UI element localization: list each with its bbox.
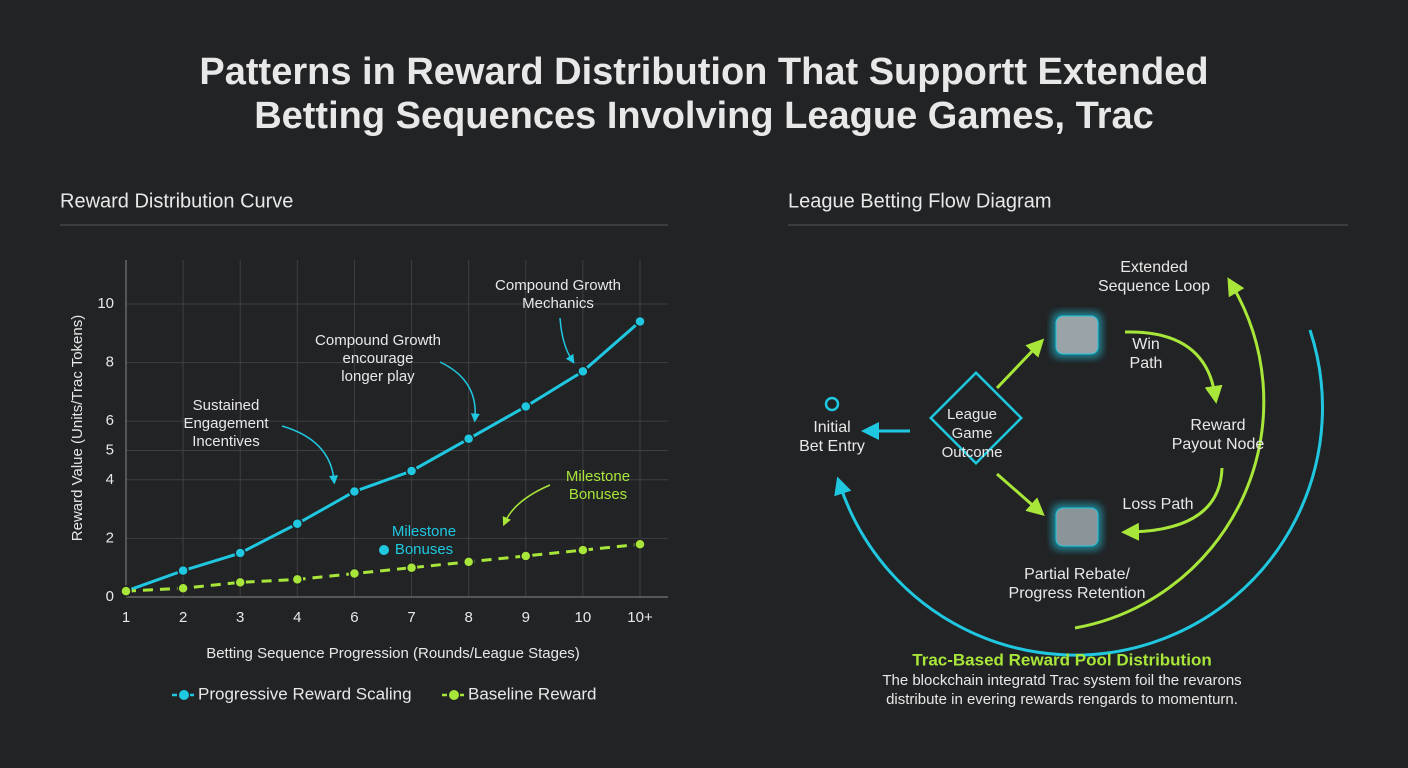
arrow	[995, 338, 1045, 390]
annotation: Incentives	[192, 433, 260, 450]
data-point	[634, 315, 646, 328]
data-point	[234, 547, 246, 559]
x-tick-label: 8	[464, 609, 472, 626]
node-label: Outcome	[942, 444, 1003, 461]
arrow	[1121, 467, 1224, 541]
data-point	[520, 550, 532, 562]
annotation: Milestone	[392, 523, 456, 540]
x-tick-label: 2	[179, 609, 187, 626]
y-tick-label: 10	[97, 295, 114, 312]
data-point	[634, 538, 646, 551]
data-point	[405, 561, 418, 574]
y-tick-label: 6	[106, 412, 114, 429]
loop-arrow	[1074, 277, 1266, 630]
data-point	[234, 576, 246, 589]
x-axis-label: Betting Sequence Progression (Rounds/Lea…	[206, 645, 580, 662]
series-line	[125, 320, 641, 593]
node-label: Partial Rebate/	[1024, 566, 1130, 583]
y-axis-label: Reward Value (Units/Trac Tokens)	[69, 315, 86, 541]
chart-title: Reward Distribution Curve	[60, 190, 293, 212]
data-point	[120, 585, 132, 597]
x-tick-label: 10+	[627, 609, 653, 626]
loss-icon	[1055, 507, 1099, 547]
diagram-labels: Initial Bet Entry League Game Outcome Win Path…	[799, 259, 1264, 708]
annotation: Engagement	[183, 415, 269, 432]
title-line: Patterns in Reward Distribution That Sup…	[199, 51, 1208, 93]
data-point	[520, 400, 532, 413]
node-label: Initial	[813, 419, 850, 436]
annotation: Bonuses	[395, 541, 453, 558]
node-label: Game	[952, 425, 993, 442]
data-point	[462, 556, 475, 568]
node-label: Extended	[1120, 259, 1188, 276]
legend-dot	[449, 690, 459, 700]
node-label: League	[947, 406, 997, 423]
title-line: Betting Sequences Involving League Games…	[254, 95, 1154, 137]
y-tick-label: 8	[106, 354, 114, 371]
win-icon	[1055, 315, 1099, 355]
data-point	[291, 573, 304, 586]
y-tick-label: 2	[106, 529, 114, 546]
node-label: Reward	[1190, 417, 1245, 434]
footer-text: The blockchain integratd Trac system foi…	[882, 672, 1241, 689]
annotation-arrow	[502, 484, 551, 527]
arrow	[1124, 330, 1223, 404]
legend-label: Progressive Reward Scaling	[198, 684, 412, 703]
data-point	[348, 485, 361, 498]
x-tick-label: 1	[122, 609, 130, 626]
node-label: Path	[1130, 355, 1163, 372]
y-tick-label: 0	[106, 588, 114, 605]
x-tick-label: 7	[407, 609, 415, 626]
data-point	[348, 567, 361, 580]
node-label: Progress Retention	[1009, 585, 1146, 602]
data-point	[462, 433, 475, 445]
annotation: Sustained	[193, 397, 260, 414]
node-label: Bet Entry	[799, 438, 865, 455]
annotation: Bonuses	[569, 486, 627, 503]
series-line	[125, 542, 641, 593]
data-point	[577, 544, 589, 556]
footer-title: Trac-Based Reward Pool Distribution	[912, 650, 1211, 669]
x-tick-label: 6	[350, 609, 358, 626]
data-point	[577, 365, 589, 378]
data-point	[177, 582, 189, 594]
annotation-arrow	[559, 317, 575, 364]
data-point	[177, 564, 189, 577]
legend-label: Baseline Reward	[468, 684, 597, 703]
annotation: Milestone	[566, 468, 630, 485]
node-label: Loss Path	[1122, 496, 1193, 513]
y-tick-label: 5	[106, 441, 114, 458]
x-tick-label: 9	[522, 609, 530, 626]
x-tick-label: 4	[293, 609, 301, 626]
node-label: Sequence Loop	[1098, 278, 1210, 295]
y-tick-label: 4	[106, 471, 114, 488]
annotation: Mechanics	[522, 295, 594, 312]
annotation: longer play	[341, 368, 415, 385]
footer-text: distribute in evering rewards rengards t…	[886, 691, 1238, 708]
diagram-title: League Betting Flow Diagram	[788, 190, 1051, 212]
annotation-arrow	[281, 425, 339, 485]
arrow	[996, 472, 1045, 516]
annotation: Compound Growth	[315, 332, 441, 349]
annotation: encourage	[343, 350, 414, 367]
x-tick-label: 3	[236, 609, 244, 626]
annotation-dot	[379, 545, 389, 555]
loop-arrow	[834, 329, 1324, 657]
decision-node	[928, 370, 1024, 466]
diagram	[824, 277, 1324, 657]
annotation: Compound Growth	[495, 277, 621, 294]
x-tick-label: 10	[575, 609, 592, 626]
legend-dot	[179, 690, 189, 700]
data-point	[405, 465, 418, 477]
node-label: Win	[1132, 336, 1160, 353]
node-label: Payout Node	[1172, 436, 1265, 453]
start-node	[824, 396, 840, 412]
annotation-arrow	[439, 361, 480, 423]
data-point	[291, 517, 304, 530]
